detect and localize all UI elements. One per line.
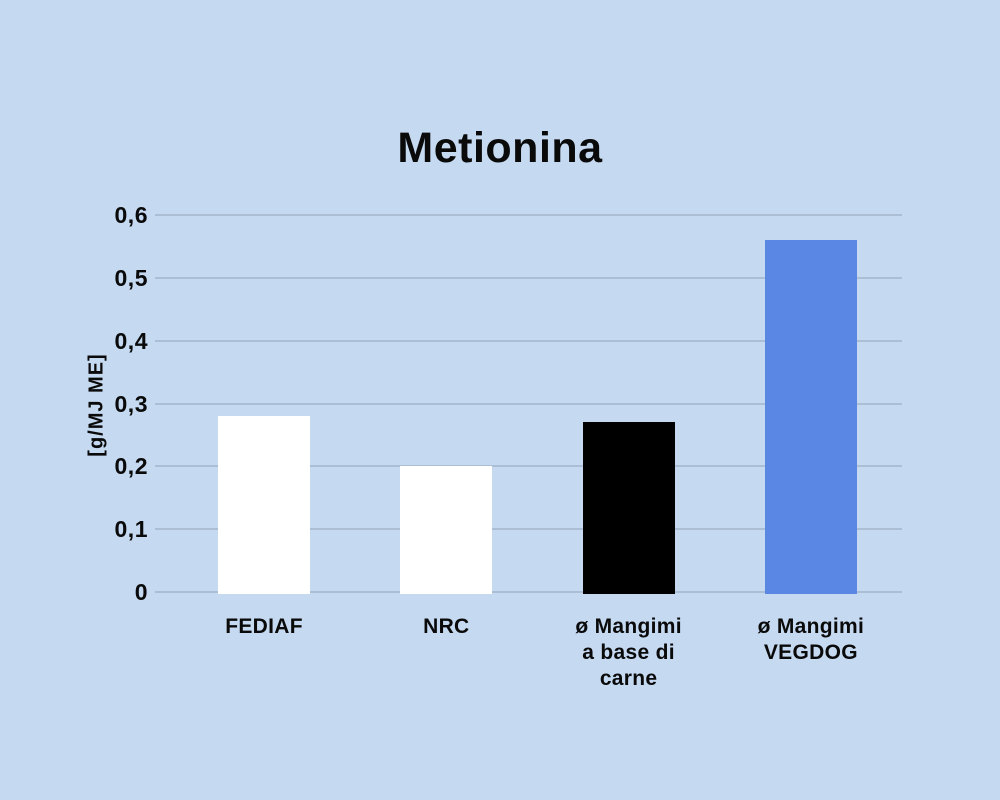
y-tick-label: 0,3 [114, 390, 148, 417]
bar [218, 416, 311, 594]
category-label: NRC [423, 615, 470, 638]
bar [400, 466, 493, 594]
gridline [155, 591, 902, 593]
gridline [155, 276, 902, 279]
gridline [155, 402, 902, 405]
y-tick-label: 0,1 [114, 516, 148, 543]
category-label: ø Mangimi a base di carne [575, 615, 682, 690]
y-tick-label: 0,2 [114, 453, 148, 480]
y-tick-label: 0,4 [114, 327, 148, 354]
y-tick-label: 0,6 [114, 202, 148, 228]
category-label: FEDIAF [225, 615, 303, 638]
category-label: ø Mangimi VEGDOG [757, 615, 865, 664]
gridline [155, 528, 902, 531]
bar [764, 240, 857, 594]
bar [582, 422, 675, 594]
gridline [155, 339, 902, 342]
y-tick-label: 0 [134, 579, 148, 605]
gridline [155, 214, 902, 216]
chart-title: Metionina [397, 124, 603, 172]
y-tick-label: 0,5 [114, 264, 148, 291]
gridline [155, 465, 902, 468]
